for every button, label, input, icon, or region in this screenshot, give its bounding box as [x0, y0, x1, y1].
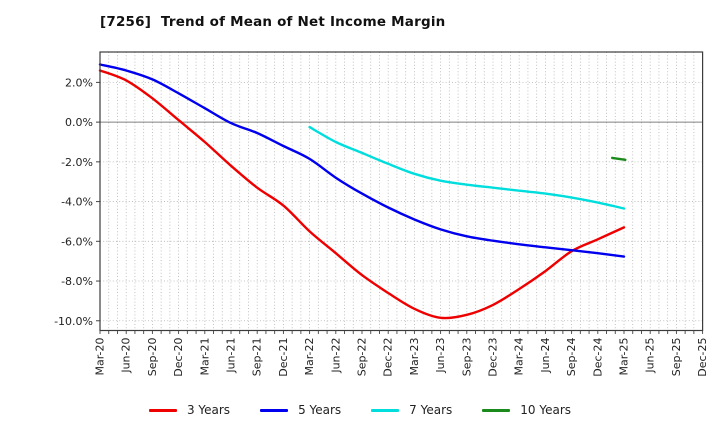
svg-text:Sep-21: Sep-21 — [251, 338, 264, 377]
svg-text:-6.0%: -6.0% — [61, 235, 93, 248]
svg-text:-2.0%: -2.0% — [61, 156, 93, 169]
legend: 3 Years 5 Years 7 Years 10 Years — [0, 403, 720, 417]
legend-line-swatch-cyan — [371, 408, 400, 412]
svg-text:Jun-22: Jun-22 — [329, 338, 342, 374]
svg-text:0.0%: 0.0% — [65, 116, 93, 129]
legend-item-3-years: 3 Years — [148, 403, 231, 417]
svg-text:Dec-24: Dec-24 — [591, 338, 604, 377]
svg-text:Mar-22: Mar-22 — [303, 338, 316, 376]
svg-text:Mar-25: Mar-25 — [618, 338, 631, 376]
svg-text:Mar-21: Mar-21 — [198, 338, 211, 376]
legend-line-swatch-blue — [260, 408, 289, 412]
legend-line-swatch-green — [482, 408, 511, 412]
svg-text:Mar-24: Mar-24 — [513, 338, 526, 376]
svg-text:Sep-24: Sep-24 — [565, 338, 578, 377]
legend-item-10-years: 10 Years — [482, 403, 571, 417]
svg-text:Dec-21: Dec-21 — [277, 338, 290, 377]
svg-text:Sep-23: Sep-23 — [460, 338, 473, 377]
legend-label: 10 Years — [520, 403, 572, 417]
svg-text:Dec-25: Dec-25 — [696, 338, 709, 377]
svg-text:Mar-20: Mar-20 — [94, 338, 107, 376]
svg-text:Sep-25: Sep-25 — [670, 338, 683, 377]
svg-text:Sep-22: Sep-22 — [356, 338, 369, 377]
svg-text:Sep-20: Sep-20 — [146, 338, 159, 377]
legend-label: 5 Years — [298, 403, 342, 417]
legend-item-5-years: 5 Years — [260, 403, 341, 417]
svg-text:Jun-23: Jun-23 — [434, 338, 447, 374]
legend-item-7-years: 7 Years — [371, 403, 452, 417]
svg-text:Jun-24: Jun-24 — [539, 338, 552, 374]
svg-text:Dec-20: Dec-20 — [172, 338, 185, 377]
legend-label: 3 Years — [186, 403, 231, 417]
svg-text:Jun-25: Jun-25 — [644, 338, 657, 374]
svg-text:Dec-22: Dec-22 — [382, 338, 395, 377]
svg-text:Jun-20: Jun-20 — [120, 338, 133, 374]
svg-text:2.0%: 2.0% — [65, 76, 93, 89]
svg-text:Jun-21: Jun-21 — [225, 338, 238, 374]
svg-text:-10.0%: -10.0% — [54, 315, 93, 328]
svg-text:-8.0%: -8.0% — [61, 275, 93, 288]
legend-line-swatch-red — [148, 408, 177, 412]
svg-text:Mar-23: Mar-23 — [408, 338, 421, 376]
legend-label: 7 Years — [409, 403, 453, 417]
svg-text:-4.0%: -4.0% — [61, 196, 93, 209]
plot-area: 2.0% 0.0% -2.0% -4.0% -6.0% -8.0% -10.0%Mar-20… — [54, 51, 709, 377]
svg-text:Dec-23: Dec-23 — [487, 338, 500, 377]
chart-title: [7256] Trend of Mean of Net Income Margi… — [100, 14, 446, 30]
